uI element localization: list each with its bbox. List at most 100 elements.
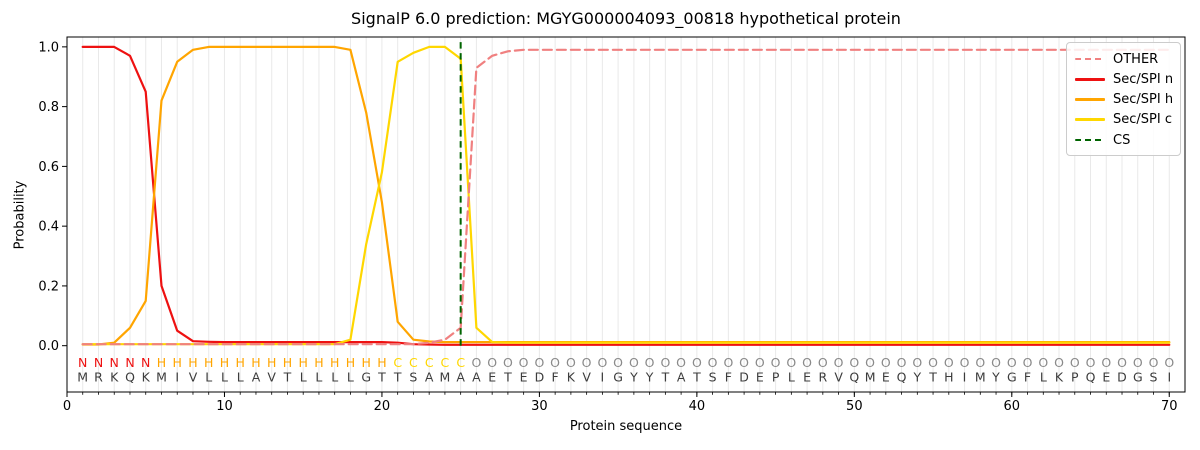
region-letter: O (1117, 355, 1127, 370)
region-letter: O (1101, 355, 1111, 370)
region-letter: O (519, 355, 529, 370)
region-letter: N (78, 355, 87, 370)
sequence-letter: M (975, 370, 986, 385)
region-letter: O (503, 355, 513, 370)
sequence-letter: A (677, 370, 686, 385)
region-letter: O (849, 355, 859, 370)
region-letter: H (377, 355, 386, 370)
sequence-letter: E (1102, 370, 1110, 385)
sequence-letter: Y (629, 370, 638, 385)
legend-label: OTHER (1113, 51, 1159, 67)
sequence-letter: P (1071, 370, 1079, 385)
y-tick-label: 0.8 (38, 100, 59, 115)
region-letter: O (1149, 355, 1159, 370)
sequence-letter: E (756, 370, 764, 385)
y-tick-label: 0.6 (38, 160, 59, 175)
region-letter: N (125, 355, 134, 370)
region-letter: O (566, 355, 576, 370)
region-letter: O (550, 355, 560, 370)
sequence-letter: A (425, 370, 434, 385)
sequence-letter: T (928, 370, 937, 385)
region-letter: H (298, 355, 307, 370)
region-letter: O (802, 355, 812, 370)
series-line-sec-spi-n (81, 45, 1171, 346)
region-letter: O (1070, 355, 1080, 370)
sequence-letter: M (77, 370, 88, 385)
legend: OTHER Sec/SPI n Sec/SPI h Sec/SPI c CS (1066, 42, 1181, 156)
sequence-letter: K (110, 370, 119, 385)
sequence-letter: M (156, 370, 167, 385)
region-letter: O (629, 355, 639, 370)
region-letter: O (692, 355, 702, 370)
x-tick-label: 10 (216, 399, 233, 414)
sequence-letter: V (267, 370, 276, 385)
region-letter: H (267, 355, 276, 370)
region-letter: C (409, 355, 418, 370)
sequence-letter: T (661, 370, 670, 385)
sequence-letter: E (803, 370, 811, 385)
sequence-letter: L (221, 370, 228, 385)
legend-item-cs: CS (1075, 131, 1174, 149)
region-letter: O (818, 355, 828, 370)
sequence-letter: V (189, 370, 198, 385)
region-letter: O (755, 355, 765, 370)
legend-item-sec-spi-n: Sec/SPI n (1075, 70, 1174, 88)
sequence-letter: M (865, 370, 876, 385)
region-letter: O (613, 355, 623, 370)
sequence-letter: E (882, 370, 890, 385)
sequence-letter: I (963, 370, 967, 385)
sequence-letter: D (1117, 370, 1127, 385)
sequence-letter: H (944, 370, 953, 385)
x-tick-label: 20 (374, 399, 391, 414)
sequence-letter: L (331, 370, 338, 385)
legend-item-sec-spi-h: Sec/SPI h (1075, 91, 1174, 109)
region-letter: O (786, 355, 796, 370)
region-letter: O (771, 355, 781, 370)
legend-label: Sec/SPI n (1113, 71, 1174, 87)
region-letter: H (204, 355, 213, 370)
legend-item-sec-spi-c: Sec/SPI c (1075, 111, 1174, 129)
sequence-letter: T (503, 370, 512, 385)
sequence-letter: V (582, 370, 591, 385)
series-line-other (81, 48, 1171, 346)
sequence-letter: K (142, 370, 151, 385)
region-letter: O (645, 355, 655, 370)
region-letter: C (441, 355, 450, 370)
sequence-letter: Y (645, 370, 654, 385)
y-axis-ticks: 0.0 0.2 0.4 0.6 0.8 1.0 (38, 40, 67, 354)
sequence-letter: V (834, 370, 843, 385)
sequence-letter: G (361, 370, 371, 385)
legend-line-sample (1075, 77, 1105, 81)
sequence-letter: F (1024, 370, 1031, 385)
chart-title: SignalP 6.0 prediction: MGYG000004093_00… (351, 9, 901, 28)
sequence-letter: L (300, 370, 307, 385)
region-letter: O (1007, 355, 1017, 370)
sequence-letter: T (377, 370, 386, 385)
x-tick-label: 0 (63, 399, 71, 414)
sequence-letter: D (535, 370, 545, 385)
region-letter: C (456, 355, 465, 370)
region-letter: O (723, 355, 733, 370)
sequence-letter: F (551, 370, 558, 385)
sequence-letter: T (283, 370, 292, 385)
sequence-letter: S (709, 370, 717, 385)
y-axis-label: Probability (12, 180, 28, 250)
region-letter: O (1023, 355, 1033, 370)
sequence-letter: L (237, 370, 244, 385)
region-letter: O (708, 355, 718, 370)
sequence-letter: Q (897, 370, 907, 385)
sequence-letter: G (1007, 370, 1017, 385)
sequence-letter: L (205, 370, 212, 385)
sequence-letter: L (315, 370, 322, 385)
sequence-letter: L (788, 370, 795, 385)
sequence-letter: S (409, 370, 417, 385)
region-letter: O (912, 355, 922, 370)
region-letter: O (944, 355, 954, 370)
region-letter: C (393, 355, 402, 370)
region-letter: O (739, 355, 749, 370)
plot-border (66, 36, 1186, 393)
legend-line-sample (1075, 98, 1105, 101)
legend-label: Sec/SPI h (1113, 92, 1174, 107)
